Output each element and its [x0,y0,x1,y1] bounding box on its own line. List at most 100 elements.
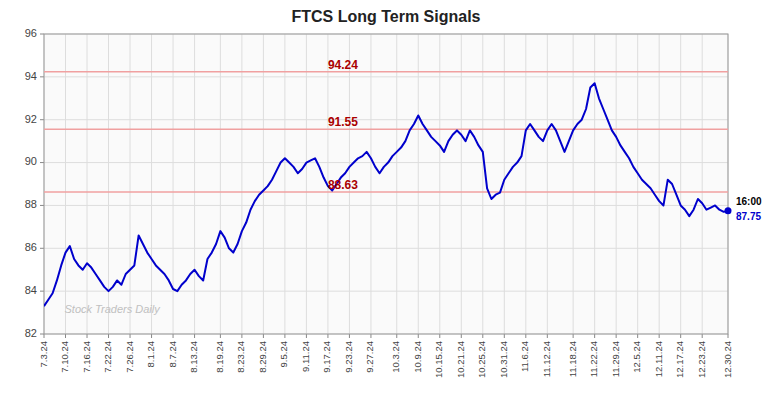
grid-line [44,119,728,120]
tick-label: 84 [25,284,37,296]
plot-area [44,34,728,334]
reference-label: 88.63 [328,178,358,192]
chart: 82848688909294967.3.247.10.247.16.247.22… [0,0,784,398]
grid-line [65,34,66,334]
tick-label: 94 [25,70,37,82]
reference-line [44,129,728,131]
title: FTCS Long Term Signals [291,8,480,25]
tick-mark [482,334,483,338]
tick-label: 7.16.24 [81,341,92,373]
tick-mark [573,334,574,338]
grid-line [220,34,221,334]
grid-line [194,34,195,334]
tick-label: 10.21.24 [455,341,466,378]
grid-line [659,34,660,334]
tick-mark [87,334,88,338]
tick-mark [44,334,45,338]
tick-mark [728,334,729,338]
grid-line [594,34,595,334]
grid-line [439,34,440,334]
tick-label: 88 [25,198,37,210]
grid-line [461,34,462,334]
tick-mark [396,334,397,338]
grid-line [44,205,728,206]
reference-label: 91.55 [328,115,358,129]
tick-mark [284,334,285,338]
tick-mark [108,334,109,338]
reference-label: 94.24 [328,58,358,72]
tick-mark [461,334,462,338]
tick-label: 10.3.24 [390,341,401,373]
tick-mark [40,162,44,163]
grid-line [525,34,526,334]
tick-mark [594,334,595,338]
grid-line [637,34,638,334]
tick-label: 10.15.24 [433,341,444,378]
tick-mark [306,334,307,338]
tick-mark [194,334,195,338]
tick-label: 9.11.24 [300,341,311,372]
grid-line [130,34,131,334]
tick-mark [40,291,44,292]
tick-label: 8.1.24 [145,341,156,367]
tick-mark [40,119,44,120]
grid-line [616,34,617,334]
tick-label: 11.29.24 [610,341,621,377]
tick-label: 9.23.24 [343,341,354,373]
tick-label: 9.17.24 [321,341,332,373]
tick-label: 7.22.24 [102,341,113,373]
grid-line [370,34,371,334]
reference-line [44,71,728,73]
tick-mark [616,334,617,338]
last-point [725,207,732,214]
tick-label: 12.17.24 [674,341,685,378]
tick-label: 8.23.24 [235,341,246,373]
tick-label: 7.26.24 [124,341,135,373]
tick-label: 8.13.24 [188,341,199,373]
tick-label: 8.7.24 [167,341,178,367]
tick-mark [418,334,419,338]
tick-mark [40,34,44,35]
grid [44,34,728,334]
last-time: 16:00 [736,196,762,207]
tick-label: 10.31.24 [498,341,509,378]
tick-mark [439,334,440,338]
tick-mark [65,334,66,338]
tick-label: 11.12.24 [541,341,552,377]
grid-line [241,34,242,334]
tick-mark [659,334,660,338]
tick-mark [40,76,44,77]
axes: 82848688909294967.3.247.10.247.16.247.22… [25,27,733,378]
grid-line [44,291,728,292]
tick-label: 96 [25,27,37,39]
grid-line [418,34,419,334]
tick-label: 10.25.24 [476,341,487,378]
tick-label: 11.6.24 [519,341,530,372]
tick-mark [241,334,242,338]
tick-label: 86 [25,241,37,253]
last-price-label: 87.75 [736,211,761,222]
grid-line [306,34,307,334]
marks [44,72,728,306]
grid-line [396,34,397,334]
grid-line [284,34,285,334]
watermark: Stock Traders Daily [65,303,162,315]
tick-mark [637,334,638,338]
tick-label: 11.18.24 [567,341,578,377]
tick-label: 8.29.24 [257,341,268,373]
reference-line [44,191,728,193]
tick-label: 12.5.24 [631,341,642,373]
tick-mark [151,334,152,338]
tick-label: 12.30.24 [722,341,733,378]
tick-label: 7.3.24 [38,341,49,367]
tick-label: 9.5.24 [278,341,289,367]
tick-label: 11.22.24 [588,341,599,377]
tick-label: 7.10.24 [59,341,70,373]
tick-mark [130,334,131,338]
tick-mark [525,334,526,338]
grid-line [108,34,109,334]
tick-mark [40,248,44,249]
grid-line [151,34,152,334]
tick-mark [547,334,548,338]
price-line [44,83,728,306]
